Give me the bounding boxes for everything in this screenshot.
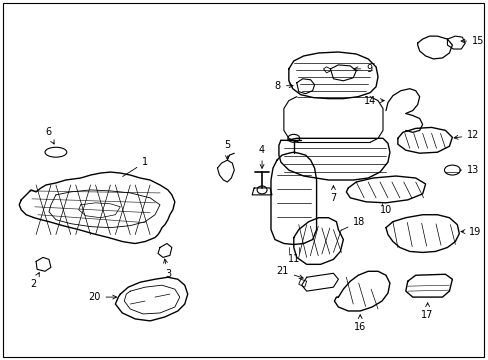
Text: 18: 18 (340, 217, 365, 230)
Text: 16: 16 (353, 315, 366, 332)
Text: 12: 12 (453, 130, 479, 140)
Text: 14: 14 (363, 96, 384, 105)
Text: 21: 21 (276, 266, 303, 279)
Text: 4: 4 (259, 145, 264, 168)
Text: 6: 6 (45, 127, 54, 144)
Text: 10: 10 (379, 205, 391, 215)
Text: 5: 5 (224, 140, 230, 159)
Text: 15: 15 (460, 36, 484, 46)
Text: 13: 13 (458, 165, 479, 175)
Text: 8: 8 (274, 81, 292, 91)
Text: 9: 9 (353, 64, 371, 74)
Text: 20: 20 (88, 292, 116, 302)
Text: 3: 3 (163, 259, 171, 279)
Text: 17: 17 (421, 303, 433, 320)
Text: 11: 11 (287, 255, 299, 264)
Text: 2: 2 (30, 273, 39, 289)
Text: 7: 7 (329, 186, 336, 203)
Text: 1: 1 (122, 157, 148, 176)
Text: 19: 19 (460, 226, 481, 237)
